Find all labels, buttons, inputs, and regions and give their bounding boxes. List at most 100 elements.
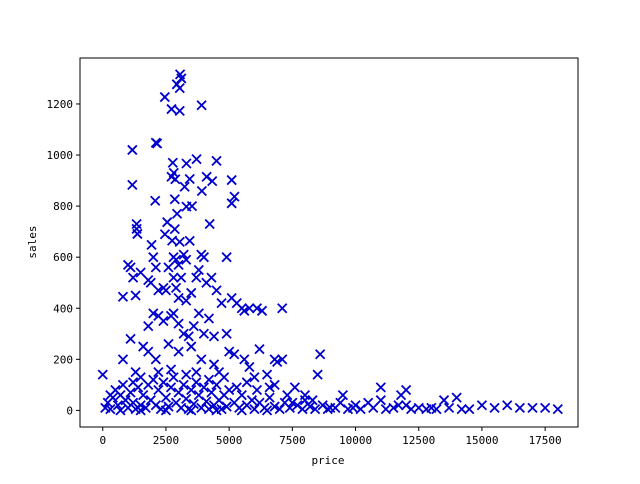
- data-point: [337, 389, 349, 401]
- data-point: [375, 395, 386, 406]
- data-point: [261, 369, 273, 380]
- data-point: [375, 382, 386, 393]
- data-point: [552, 403, 563, 415]
- data-point: [117, 379, 129, 391]
- x-axis: 0 2500 5000 7500 10000 12500 15000 17500: [99, 427, 562, 447]
- data-point: [251, 384, 263, 396]
- data-point: [125, 387, 136, 398]
- data-point: [148, 374, 159, 385]
- data-point: [208, 331, 220, 342]
- data-point: [131, 218, 142, 230]
- data-point: [196, 354, 207, 365]
- x-tick-label: 17500: [529, 434, 562, 447]
- x-axis-label: price: [311, 454, 344, 467]
- data-point: [184, 173, 195, 185]
- data-point: [244, 303, 255, 314]
- data-point: [456, 403, 467, 415]
- data-point: [315, 349, 326, 360]
- data-point: [277, 303, 288, 314]
- data-point: [229, 349, 240, 360]
- x-tick-label: 2500: [153, 434, 180, 447]
- data-point: [112, 400, 124, 411]
- data-point: [198, 382, 210, 393]
- data-point: [211, 379, 222, 391]
- data-point: [251, 303, 263, 314]
- data-point: [171, 208, 183, 219]
- data-point: [393, 400, 404, 411]
- data-point: [167, 157, 178, 168]
- data-point: [211, 285, 222, 296]
- data-point: [181, 369, 192, 380]
- data-point: [135, 372, 146, 383]
- data-point: [181, 254, 192, 265]
- data-point: [282, 389, 293, 401]
- data-point: [127, 144, 138, 156]
- data-point: [274, 403, 285, 415]
- data-point: [153, 384, 164, 396]
- data-point: [186, 341, 197, 352]
- data-point: [181, 393, 192, 405]
- data-point: [143, 346, 154, 357]
- data-point: [132, 228, 143, 240]
- data-point: [355, 403, 366, 415]
- data-point: [502, 400, 513, 411]
- data-point: [150, 262, 161, 273]
- data-point: [127, 377, 139, 388]
- data-point: [173, 318, 184, 329]
- data-point: [186, 384, 197, 396]
- data-point: [208, 359, 220, 370]
- x-tick-label: 15000: [465, 434, 498, 447]
- data-point: [153, 285, 164, 296]
- data-point: [206, 272, 217, 283]
- data-point: [249, 403, 260, 415]
- data-point: [254, 343, 265, 355]
- data-point: [160, 285, 172, 296]
- data-point: [125, 262, 136, 273]
- data-point: [179, 181, 190, 192]
- data-point: [239, 305, 250, 316]
- data-point: [201, 396, 212, 407]
- data-point: [178, 328, 189, 339]
- data-point: [211, 405, 222, 416]
- data-point: [241, 377, 252, 388]
- data-point: [183, 331, 194, 342]
- data-point: [170, 254, 182, 265]
- data-point: [287, 397, 298, 408]
- data-point: [221, 252, 232, 263]
- data-point: [181, 295, 192, 306]
- y-tick-label: 1200: [47, 98, 74, 111]
- data-point: [166, 103, 177, 115]
- data-point: [170, 282, 182, 293]
- data-point: [170, 174, 181, 185]
- data-point: [168, 372, 179, 383]
- data-point: [163, 338, 174, 350]
- data-point: [256, 305, 268, 316]
- data-point: [193, 308, 204, 319]
- data-point: [239, 354, 250, 365]
- data-point: [264, 392, 275, 403]
- data-point: [115, 405, 126, 416]
- y-axis-label: sales: [26, 225, 39, 258]
- data-point: [203, 313, 215, 324]
- data-point: [204, 218, 215, 230]
- data-point: [188, 398, 199, 410]
- data-point: [514, 402, 525, 413]
- data-point: [224, 346, 235, 357]
- data-point: [312, 369, 323, 380]
- y-tick-label: 800: [53, 200, 73, 213]
- data-point: [211, 155, 222, 167]
- data-point: [158, 377, 169, 388]
- data-point: [186, 287, 197, 299]
- data-point: [175, 272, 187, 283]
- data-point: [438, 395, 450, 406]
- data-point: [174, 236, 185, 247]
- data-point: [244, 361, 255, 373]
- data-point: [153, 366, 164, 378]
- data-point: [168, 308, 179, 319]
- data-point: [406, 403, 417, 415]
- data-point: [193, 264, 204, 276]
- data-point: [97, 369, 108, 380]
- data-point: [160, 392, 172, 403]
- data-point: [198, 252, 210, 263]
- data-point: [277, 354, 288, 365]
